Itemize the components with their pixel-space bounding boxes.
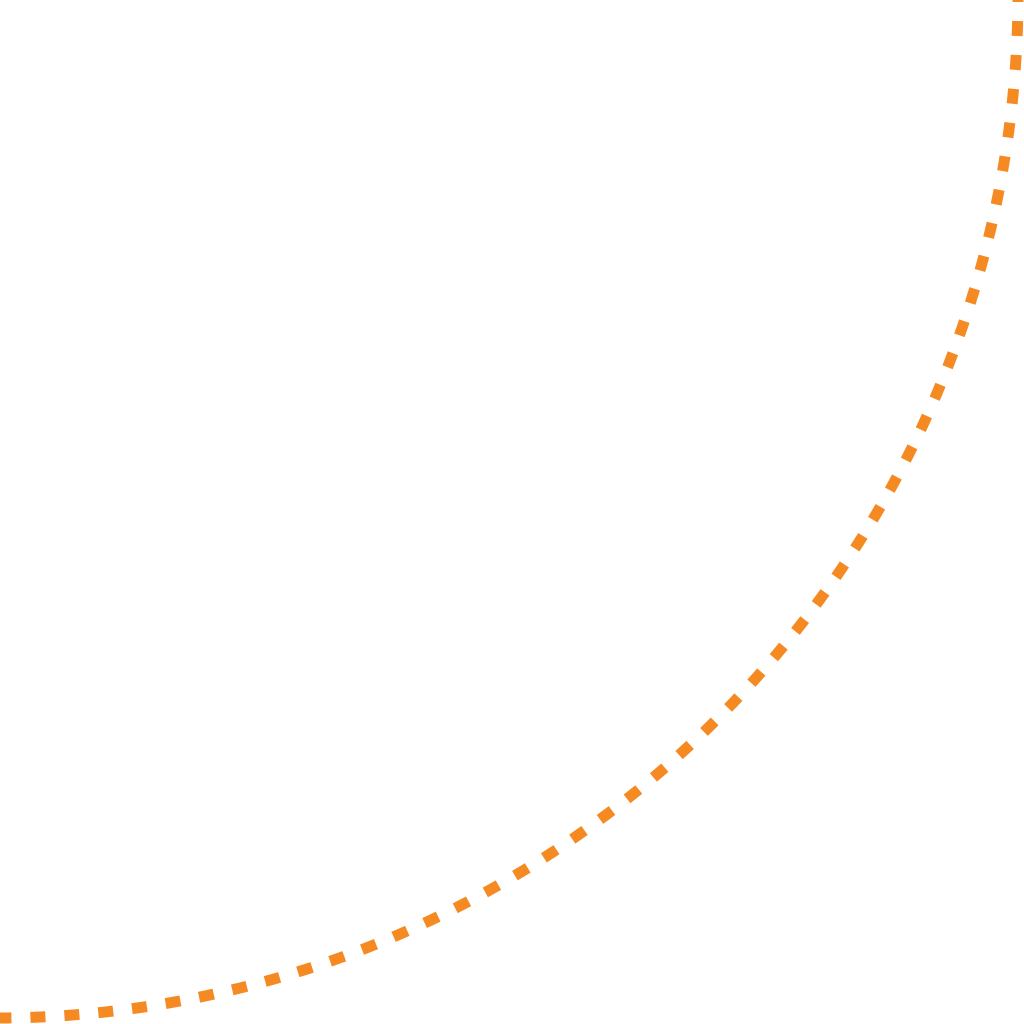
dashed-orange-arc [0, 0, 1024, 1024]
dashed-arc-graphic [0, 0, 1024, 1024]
